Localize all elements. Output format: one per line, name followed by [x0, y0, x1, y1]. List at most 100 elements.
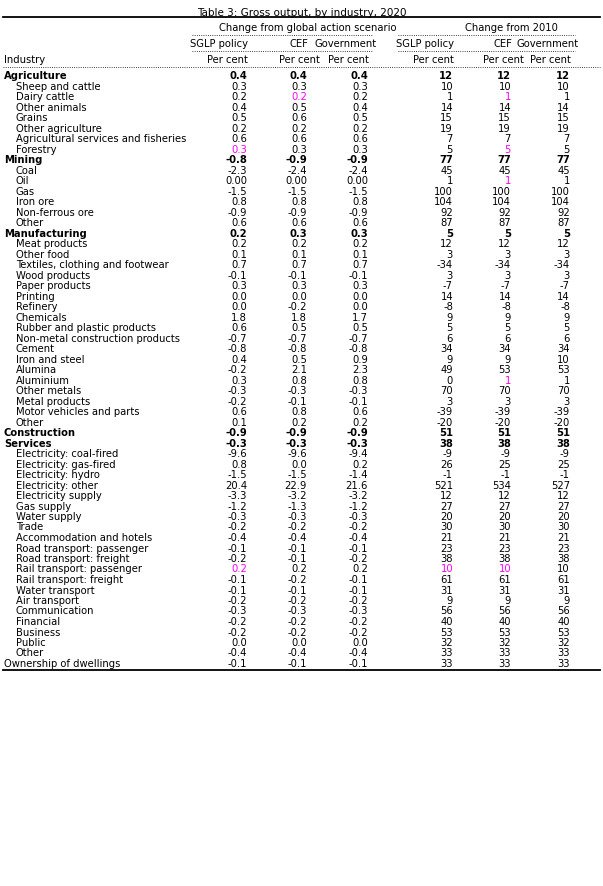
Text: -0.1: -0.1: [288, 270, 307, 281]
Text: 45: 45: [498, 166, 511, 175]
Text: 10: 10: [498, 82, 511, 91]
Text: 70: 70: [440, 386, 453, 396]
Text: 0.00: 0.00: [346, 176, 368, 186]
Text: 7: 7: [564, 134, 570, 144]
Text: 30: 30: [441, 523, 453, 532]
Text: Alumina: Alumina: [16, 365, 57, 375]
Text: 0.2: 0.2: [291, 92, 307, 102]
Text: -1.5: -1.5: [349, 186, 368, 197]
Text: Iron and steel: Iron and steel: [16, 354, 84, 364]
Text: 20: 20: [557, 512, 570, 522]
Text: 45: 45: [440, 166, 453, 175]
Text: 23: 23: [440, 543, 453, 554]
Text: -0.2: -0.2: [227, 365, 247, 375]
Text: -0.1: -0.1: [349, 586, 368, 595]
Text: Electricity: coal-fired: Electricity: coal-fired: [16, 449, 118, 459]
Text: 5: 5: [564, 323, 570, 333]
Text: 0.8: 0.8: [291, 376, 307, 385]
Text: 0.3: 0.3: [231, 144, 247, 154]
Text: 0.6: 0.6: [352, 218, 368, 228]
Text: 521: 521: [434, 480, 453, 491]
Text: 15: 15: [557, 113, 570, 123]
Text: 12: 12: [557, 491, 570, 501]
Text: -9: -9: [501, 449, 511, 459]
Text: -0.2: -0.2: [288, 523, 307, 532]
Text: -8: -8: [560, 302, 570, 312]
Text: 87: 87: [557, 218, 570, 228]
Text: Gas supply: Gas supply: [16, 501, 71, 511]
Text: 0.6: 0.6: [291, 218, 307, 228]
Text: -0.1: -0.1: [349, 659, 368, 669]
Text: Trade: Trade: [16, 523, 43, 532]
Text: 92: 92: [498, 207, 511, 217]
Text: -1.5: -1.5: [227, 470, 247, 480]
Text: 0.2: 0.2: [352, 417, 368, 428]
Text: Manufacturing: Manufacturing: [4, 229, 87, 238]
Text: -0.2: -0.2: [227, 554, 247, 564]
Text: Per cent: Per cent: [279, 55, 320, 65]
Text: 1: 1: [505, 92, 511, 102]
Text: 0.6: 0.6: [231, 407, 247, 417]
Text: -34: -34: [437, 260, 453, 270]
Text: 61: 61: [440, 575, 453, 585]
Text: 0.6: 0.6: [352, 134, 368, 144]
Text: 9: 9: [564, 596, 570, 606]
Text: -0.3: -0.3: [227, 607, 247, 617]
Text: 14: 14: [557, 291, 570, 301]
Text: 0.6: 0.6: [291, 113, 307, 123]
Text: 0.2: 0.2: [291, 417, 307, 428]
Text: 19: 19: [440, 123, 453, 134]
Text: 0.2: 0.2: [352, 460, 368, 470]
Text: 1: 1: [447, 92, 453, 102]
Text: Per cent: Per cent: [327, 55, 368, 65]
Text: -3.3: -3.3: [227, 491, 247, 501]
Text: Agricultural services and fisheries: Agricultural services and fisheries: [16, 134, 186, 144]
Text: 15: 15: [498, 113, 511, 123]
Text: 527: 527: [551, 480, 570, 491]
Text: Refinery: Refinery: [16, 302, 57, 312]
Text: 5: 5: [563, 229, 570, 238]
Text: Wood products: Wood products: [16, 270, 90, 281]
Text: -0.2: -0.2: [227, 397, 247, 407]
Text: 21: 21: [498, 533, 511, 543]
Text: 0.0: 0.0: [291, 460, 307, 470]
Text: -20: -20: [494, 417, 511, 428]
Text: 21: 21: [440, 533, 453, 543]
Text: 14: 14: [498, 291, 511, 301]
Text: 0.6: 0.6: [231, 218, 247, 228]
Text: -0.1: -0.1: [349, 270, 368, 281]
Text: Rubber and plastic products: Rubber and plastic products: [16, 323, 156, 333]
Text: 6: 6: [505, 333, 511, 344]
Text: -39: -39: [494, 407, 511, 417]
Text: -1: -1: [560, 470, 570, 480]
Text: -0.1: -0.1: [227, 543, 247, 554]
Text: 0.2: 0.2: [231, 123, 247, 134]
Text: -9: -9: [560, 449, 570, 459]
Text: Other: Other: [16, 218, 44, 228]
Text: -0.2: -0.2: [288, 596, 307, 606]
Text: -1.5: -1.5: [288, 186, 307, 197]
Text: 104: 104: [434, 197, 453, 207]
Text: 3: 3: [505, 397, 511, 407]
Text: -34: -34: [554, 260, 570, 270]
Text: Aluminium: Aluminium: [16, 376, 70, 385]
Text: 45: 45: [557, 166, 570, 175]
Text: 0.4: 0.4: [231, 103, 247, 113]
Text: 0: 0: [447, 376, 453, 385]
Text: 9: 9: [564, 313, 570, 323]
Text: 33: 33: [499, 649, 511, 658]
Text: 56: 56: [440, 607, 453, 617]
Text: 0.6: 0.6: [231, 323, 247, 333]
Text: 30: 30: [499, 523, 511, 532]
Text: -7: -7: [443, 281, 453, 291]
Text: -0.2: -0.2: [227, 627, 247, 638]
Text: Communication: Communication: [16, 607, 95, 617]
Text: 534: 534: [492, 480, 511, 491]
Text: 5: 5: [447, 323, 453, 333]
Text: 0.3: 0.3: [350, 229, 368, 238]
Text: -39: -39: [437, 407, 453, 417]
Text: -0.3: -0.3: [288, 512, 307, 522]
Text: 20: 20: [440, 512, 453, 522]
Text: 14: 14: [440, 103, 453, 113]
Text: -2.3: -2.3: [227, 166, 247, 175]
